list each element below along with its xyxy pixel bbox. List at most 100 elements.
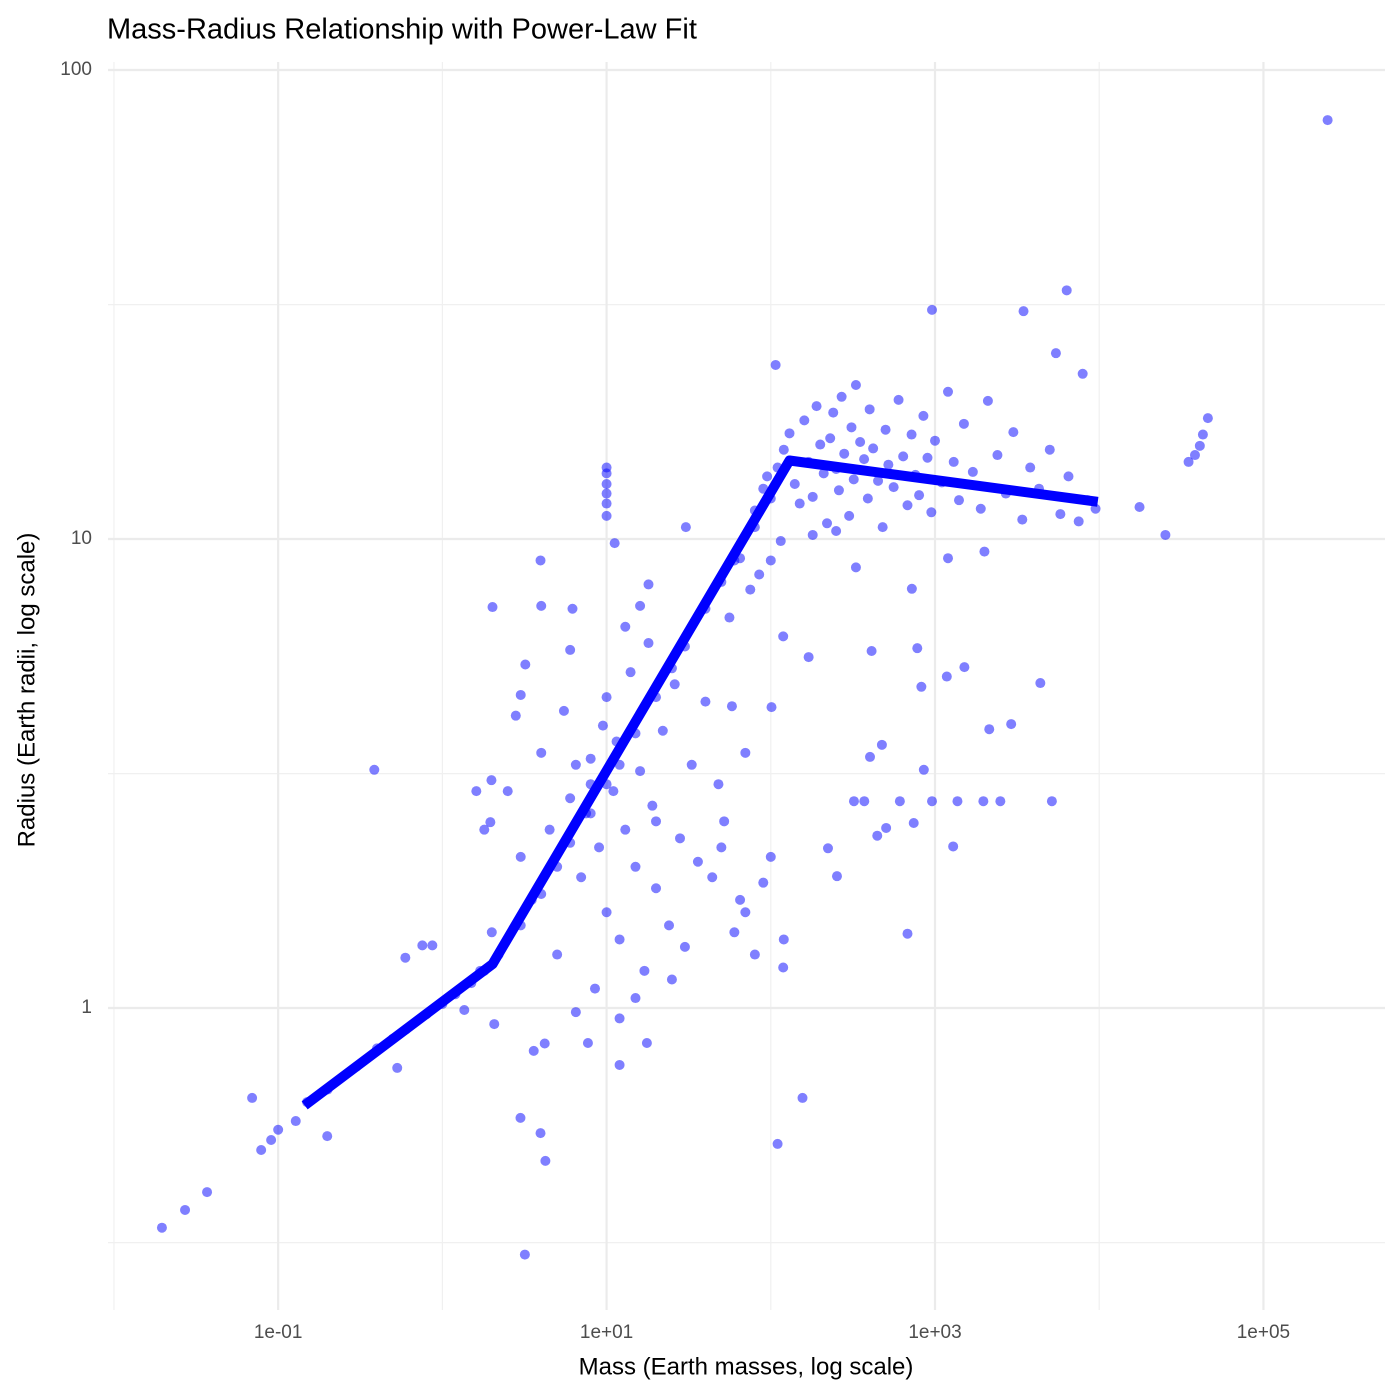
- point: [1050, 348, 1061, 359]
- point: [459, 1005, 470, 1016]
- point: [544, 824, 555, 835]
- point: [536, 747, 547, 758]
- point: [828, 407, 839, 418]
- point: [675, 833, 686, 844]
- point: [664, 920, 675, 931]
- point: [839, 448, 850, 459]
- point: [620, 824, 631, 835]
- point: [818, 468, 829, 479]
- point: [943, 553, 954, 564]
- point: [894, 796, 905, 807]
- point: [754, 569, 765, 580]
- point: [614, 1013, 625, 1024]
- point: [967, 466, 978, 477]
- point: [979, 546, 990, 557]
- point: [519, 1249, 530, 1260]
- point: [510, 710, 521, 721]
- point: [726, 701, 737, 712]
- x-tick-label: 1e+05: [1237, 1322, 1290, 1343]
- point: [850, 562, 861, 573]
- point: [735, 894, 746, 905]
- point: [778, 631, 789, 642]
- point: [825, 433, 836, 444]
- point: [778, 962, 789, 973]
- point: [943, 386, 954, 397]
- point: [601, 498, 612, 509]
- point: [740, 747, 751, 758]
- point: [713, 779, 724, 790]
- point: [520, 659, 531, 670]
- point: [643, 579, 654, 590]
- point: [745, 584, 756, 595]
- point: [918, 410, 929, 421]
- point: [865, 751, 876, 762]
- point: [822, 843, 833, 854]
- point: [608, 786, 619, 797]
- point: [515, 689, 526, 700]
- point: [471, 786, 482, 797]
- point: [918, 764, 929, 775]
- point: [815, 439, 826, 450]
- point: [273, 1124, 284, 1135]
- point: [906, 583, 917, 594]
- point: [597, 720, 608, 731]
- point: [794, 498, 805, 509]
- point: [927, 304, 938, 315]
- point: [772, 1138, 783, 1149]
- x-axis-title: Mass (Earth masses, log scale): [579, 1353, 914, 1380]
- point: [290, 1116, 301, 1127]
- point: [859, 796, 870, 807]
- point: [740, 907, 751, 918]
- point: [975, 503, 986, 514]
- point: [1194, 440, 1205, 451]
- point: [930, 435, 941, 446]
- point: [978, 796, 989, 807]
- point: [952, 796, 963, 807]
- point: [1046, 796, 1057, 807]
- point: [487, 602, 498, 613]
- point: [1202, 413, 1213, 424]
- point: [489, 1019, 500, 1030]
- point: [156, 1222, 167, 1233]
- point: [883, 459, 894, 470]
- point: [984, 724, 995, 735]
- fit-line: [301, 455, 1099, 1110]
- point: [585, 753, 596, 764]
- point: [862, 493, 873, 504]
- point: [848, 474, 859, 485]
- point: [855, 436, 866, 447]
- point: [614, 934, 625, 945]
- point: [831, 525, 842, 536]
- point: [822, 518, 833, 529]
- point: [1063, 471, 1074, 482]
- point: [620, 621, 631, 632]
- point: [1322, 115, 1333, 126]
- point: [778, 444, 789, 455]
- point: [515, 1112, 526, 1123]
- point: [485, 817, 496, 828]
- point: [876, 739, 887, 750]
- point: [486, 927, 497, 938]
- point: [700, 696, 711, 707]
- point: [803, 652, 814, 663]
- point: [589, 983, 600, 994]
- point: [775, 536, 786, 547]
- point: [1160, 529, 1171, 540]
- point: [369, 764, 380, 775]
- point: [914, 490, 925, 501]
- point: [256, 1144, 267, 1155]
- point: [1006, 719, 1017, 730]
- point: [916, 681, 927, 692]
- point: [515, 851, 526, 862]
- point: [729, 927, 740, 938]
- point: [1018, 306, 1029, 317]
- point: [570, 759, 581, 770]
- point: [247, 1092, 258, 1103]
- point: [719, 816, 730, 827]
- point: [953, 495, 964, 506]
- point: [778, 934, 789, 945]
- point: [1025, 462, 1036, 473]
- point: [959, 662, 970, 673]
- point: [576, 872, 587, 883]
- point: [811, 401, 822, 412]
